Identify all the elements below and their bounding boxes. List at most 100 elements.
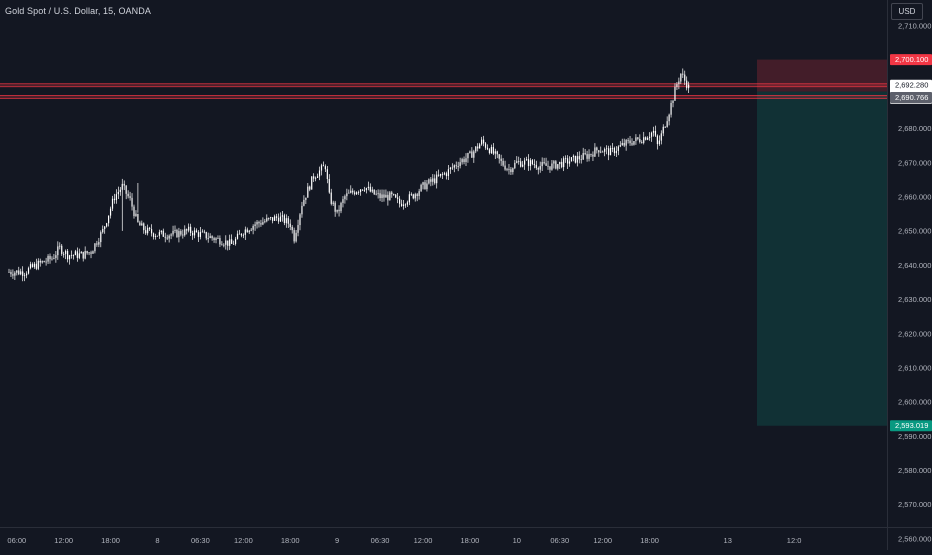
price-tick-label: 2,560.000 <box>898 534 931 543</box>
candle-body <box>164 236 166 238</box>
candle-body <box>258 221 260 224</box>
candle-body <box>367 186 369 189</box>
candle-body <box>383 194 385 198</box>
candle-body <box>348 192 350 194</box>
candle-body <box>670 102 672 115</box>
candle-body <box>287 218 289 224</box>
candle-body <box>236 233 239 239</box>
candle-body <box>197 232 200 237</box>
candle-body <box>363 190 366 191</box>
candle-body <box>295 232 297 242</box>
candle-body <box>45 261 47 263</box>
candle-body <box>606 148 608 150</box>
candle-body <box>338 209 340 212</box>
candle-body <box>676 84 678 87</box>
price-tick-label: 2,660.000 <box>898 193 931 202</box>
candle-body <box>131 197 133 207</box>
candle-body <box>31 264 34 267</box>
candle-body <box>385 194 387 198</box>
entry-price-label: 2,690.766 <box>895 93 928 102</box>
candle-body <box>543 162 545 164</box>
candle-body <box>82 251 84 259</box>
candle-body <box>412 194 414 199</box>
candle-body <box>492 147 494 154</box>
candle-body <box>555 161 557 169</box>
candle-body <box>231 239 233 244</box>
candle-body <box>154 235 157 237</box>
candle-body <box>133 206 135 217</box>
candle-body <box>441 173 444 175</box>
candle-body <box>324 166 326 170</box>
candle-body <box>565 158 567 160</box>
stop-loss-price-label: 2,700.100 <box>895 55 928 64</box>
candle-body <box>607 148 610 156</box>
candle-body <box>117 191 119 195</box>
candle-body <box>33 263 35 267</box>
candle-body <box>393 194 395 195</box>
candle-body <box>516 161 518 163</box>
candle-body <box>504 165 506 170</box>
candle-body <box>334 202 336 212</box>
candle-body <box>522 164 524 167</box>
candle-body <box>283 215 285 224</box>
symbol-title[interactable]: Gold Spot / U.S. Dollar, 15, OANDA <box>5 6 151 16</box>
candle-body <box>277 217 280 222</box>
last-price-label: 2,692.280 <box>895 81 928 90</box>
candle-body <box>109 208 112 216</box>
candle-body <box>340 202 342 212</box>
candle-body <box>397 197 399 199</box>
candle-body <box>119 189 121 192</box>
candle-body <box>149 227 151 230</box>
price-tick-label: 2,600.000 <box>898 398 931 407</box>
candle-body <box>264 221 266 223</box>
candle-body <box>625 140 627 146</box>
currency-button[interactable]: USD <box>891 3 923 20</box>
candle-body <box>356 192 358 195</box>
candle-body <box>160 230 162 233</box>
candle-body <box>162 230 164 237</box>
candle-body <box>572 155 575 158</box>
candle-body <box>211 236 213 239</box>
take-profit-price-label-bg <box>890 420 932 432</box>
candle-body <box>311 176 313 190</box>
candle-body <box>549 166 551 170</box>
candle-body <box>98 242 100 245</box>
candle-body <box>180 231 182 235</box>
candle-body <box>246 229 248 233</box>
time-tick-label: 06:30 <box>550 536 569 545</box>
price-tick-label: 2,680.000 <box>898 124 931 133</box>
candle-body <box>322 165 325 167</box>
candle-body <box>57 246 59 256</box>
candle-body <box>488 149 491 154</box>
candle-body <box>201 231 203 233</box>
time-tick-label: 10 <box>513 536 521 545</box>
candle-body <box>637 137 639 139</box>
candle-body <box>404 204 407 206</box>
candle-body <box>617 146 619 151</box>
candle-body <box>223 244 225 246</box>
candle-body <box>568 161 571 164</box>
candle-body <box>102 228 104 233</box>
candle-body <box>39 260 41 263</box>
candle-body <box>215 238 217 241</box>
candle-body <box>299 214 301 226</box>
candle-body <box>141 223 143 226</box>
candle-body <box>490 147 492 154</box>
candle-body <box>240 233 243 236</box>
candle-body <box>55 255 57 259</box>
candle-body <box>199 232 201 237</box>
candle-body <box>184 229 186 236</box>
candle-body <box>156 235 159 237</box>
candle-body <box>78 253 80 258</box>
candle-body <box>260 223 262 225</box>
candle-body <box>8 271 10 273</box>
candle-body <box>623 142 625 146</box>
candle-body <box>447 169 450 176</box>
candle-body <box>377 193 379 195</box>
candle-body <box>494 151 496 154</box>
candle-body <box>410 194 412 196</box>
candle-body <box>428 179 430 184</box>
candle-body <box>527 159 530 167</box>
